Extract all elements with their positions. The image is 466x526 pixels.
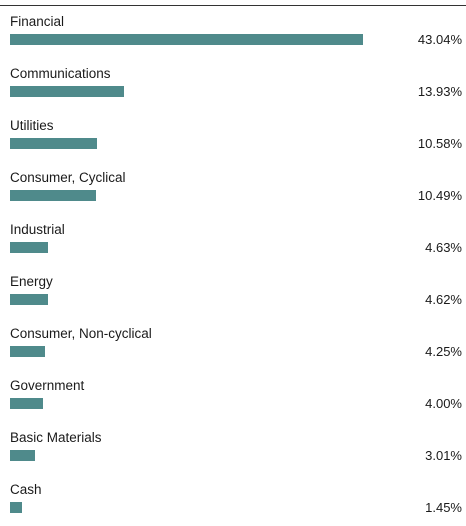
bar — [10, 34, 363, 45]
bar — [10, 190, 97, 201]
bar-row: Consumer, Cyclical 10.49% — [0, 162, 466, 214]
bar — [10, 398, 43, 409]
bar — [10, 86, 125, 97]
category-label: Consumer, Non-cyclical — [10, 326, 152, 341]
category-label: Financial — [10, 14, 65, 29]
sector-allocation-chart: Financial 43.04% Communications 13.93% Utili… — [0, 6, 466, 515]
category-label: Basic Materials — [10, 430, 102, 445]
bar-row: Industrial 4.63% — [0, 214, 466, 266]
value-label: 1.45% — [425, 500, 462, 515]
bar-row: Utilities 10.58% — [0, 110, 466, 162]
category-label: Communications — [10, 66, 111, 81]
bar — [10, 294, 48, 305]
value-label: 3.01% — [425, 448, 462, 463]
bar-row: Communications 13.93% — [0, 58, 466, 110]
bar — [10, 502, 22, 513]
bar-row: Energy 4.62% — [0, 266, 466, 318]
bar — [10, 450, 35, 461]
value-label: 10.58% — [417, 136, 462, 151]
value-label: 4.63% — [425, 240, 462, 255]
category-label: Energy — [10, 274, 53, 289]
value-label: 4.62% — [425, 292, 462, 307]
bar — [10, 138, 97, 149]
bar-row: Cash 1.45% — [0, 474, 466, 526]
category-label: Consumer, Cyclical — [10, 170, 126, 185]
value-label: 43.04% — [417, 32, 462, 47]
category-label: Industrial — [10, 222, 65, 237]
value-label: 13.93% — [417, 84, 462, 99]
category-label: Cash — [10, 482, 42, 497]
bar-row: Government 4.00% — [0, 370, 466, 422]
bar-row: Consumer, Non-cyclical 4.25% — [0, 318, 466, 370]
top-divider — [0, 5, 466, 6]
category-label: Utilities — [10, 118, 54, 133]
bar-row: Financial 43.04% — [0, 6, 466, 58]
bar-row: Basic Materials 3.01% — [0, 422, 466, 474]
category-label: Government — [10, 378, 85, 393]
value-label: 4.00% — [425, 396, 462, 411]
bar — [10, 242, 48, 253]
value-label: 4.25% — [425, 344, 462, 359]
value-label: 10.49% — [417, 188, 462, 203]
bar — [10, 346, 45, 357]
